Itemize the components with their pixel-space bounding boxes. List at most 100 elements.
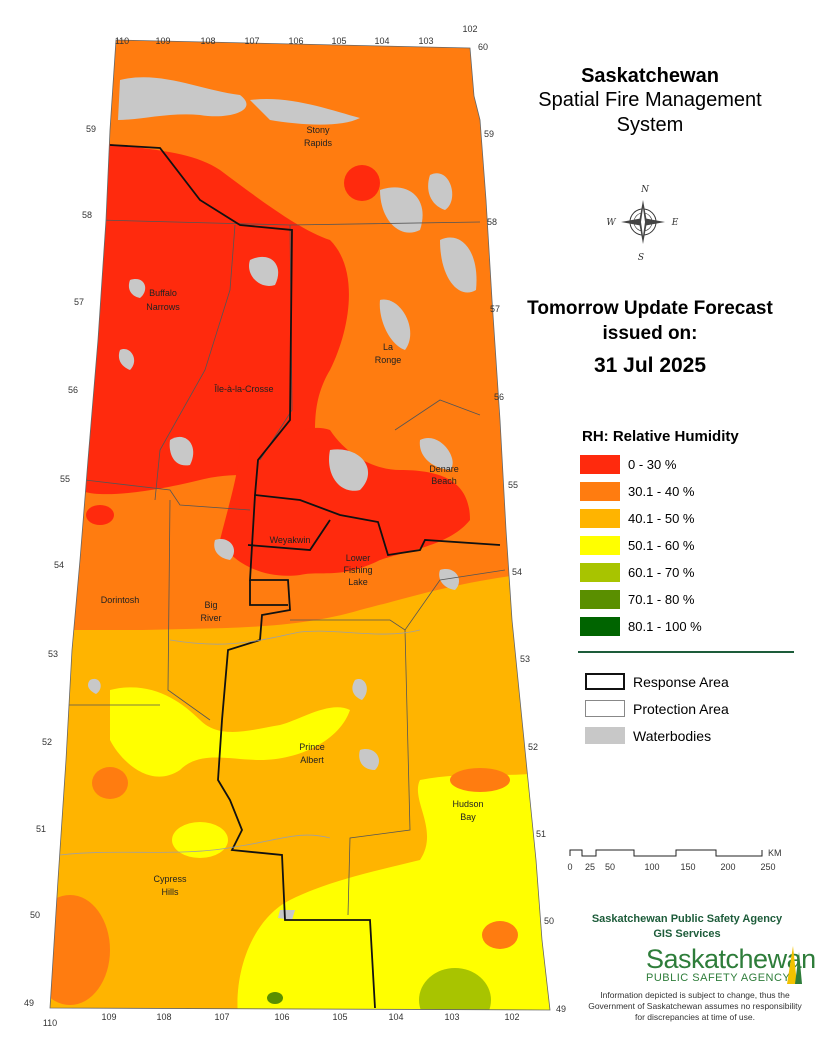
legend-swatch: [580, 536, 620, 555]
place-hudson-bay: Hudson Bay: [452, 799, 483, 822]
legend-class-2: 40.1 - 50 %: [580, 505, 800, 532]
lat-right-label: 58: [487, 217, 497, 227]
legend-swatch: [580, 590, 620, 609]
lat-left-label: 49: [24, 998, 34, 1008]
waterbodies: [88, 77, 477, 920]
scale-tick-label: 50: [605, 862, 615, 872]
lat-left-label: 59: [86, 124, 96, 134]
place-lower-fishing-lake: Lower Fishing Lake: [343, 553, 372, 587]
scale-tick-label: 0: [567, 862, 572, 872]
logo-subtitle: PUBLIC SAFETY AGENCY: [646, 972, 791, 984]
scale-unit: KM: [768, 848, 782, 858]
scale-bar: KM 0 25 50 100 150 200 250: [567, 848, 782, 872]
legend-class-3: 50.1 - 60 %: [580, 532, 800, 559]
rh-zone-0-30-central: [220, 427, 470, 576]
place-la-ronge: La Ronge: [375, 342, 402, 365]
place-denare-beach: Denare Beach: [429, 464, 459, 486]
legend-swatch: [580, 455, 620, 474]
rh-zone-30-40-southwest: [50, 895, 110, 1005]
compass-west-label: W: [606, 218, 616, 228]
legend-label: 30.1 - 40 %: [628, 484, 695, 499]
lat-left-label: 55: [60, 474, 70, 484]
place-cypress-hills: Cypress Hills: [153, 874, 187, 897]
legend-class-6: 80.1 - 100 %: [580, 613, 800, 640]
lon-top-label: 108: [200, 36, 215, 46]
lat-left-label: 53: [48, 649, 58, 659]
lat-right-label: 51: [536, 829, 546, 839]
scale-tick-label: 200: [720, 862, 735, 872]
place-prince-albert: Prince Albert: [299, 742, 325, 765]
legend-label: 60.1 - 70 %: [628, 565, 695, 580]
lat-right-label: 53: [520, 654, 530, 664]
lon-bottom-label: 104: [388, 1012, 403, 1022]
agency-unit: GIS Services: [653, 928, 721, 940]
lon-bottom-label: 107: [214, 1012, 229, 1022]
lat-right-label: 54: [512, 567, 522, 577]
lon-top-label: 106: [288, 36, 303, 46]
title-line-2: Spatial Fire Management: [538, 89, 762, 111]
legend-protection-area: Protection Area: [585, 695, 729, 722]
agency-name: Saskatchewan Public Safety Agency: [591, 913, 783, 925]
lon-bottom-label: 106: [274, 1012, 289, 1022]
lat-right-label: 56: [494, 392, 504, 402]
legend-label: 70.1 - 80 %: [628, 592, 695, 607]
lat-right-label: 52: [528, 742, 538, 752]
latitude-labels-left: 59 58 57 56 55 54 53 52 51 50 49: [24, 124, 96, 1008]
logo-wordmark: Saskatchewan: [646, 944, 816, 974]
legend-class-0: 0 - 30 %: [580, 451, 800, 478]
wheat-icon: [787, 946, 802, 984]
protection-area-swatch: [585, 700, 625, 717]
compass-rose-icon: N S E W: [606, 185, 678, 263]
lat-right-label: 59: [484, 129, 494, 139]
spsa-logo: Saskatchewan PUBLIC SAFETY AGENCY: [640, 944, 816, 988]
scale-tick-label: 25: [585, 862, 595, 872]
scale-tick-label: 100: [644, 862, 659, 872]
legend-class-4: 60.1 - 70 %: [580, 559, 800, 586]
rh-zone-30-40-island: [92, 767, 128, 799]
compass-north-label: N: [640, 185, 650, 195]
lat-left-label: 57: [74, 297, 84, 307]
place-big-river: Big River: [200, 600, 221, 623]
lon-bottom-label: 105: [332, 1012, 347, 1022]
legend-waterbodies: Waterbodies: [585, 722, 729, 749]
legend-response-area: Response Area: [585, 668, 729, 695]
place-labels: Stony Rapids Buffalo Narrows La Ronge Île-à…: [101, 125, 484, 897]
lon-bottom-label: 103: [444, 1012, 459, 1022]
place-buffalo-narrows: Buffalo Narrows: [146, 288, 180, 312]
lon-bottom-label: 110: [43, 1018, 57, 1028]
lat-left-label: 54: [54, 560, 64, 570]
lon-top-label: 110: [115, 36, 129, 46]
place-ile-a-la-crosse: Île-à-la-Crosse: [213, 384, 273, 394]
compass-east-label: E: [671, 218, 679, 228]
lon-top-label: 105: [331, 36, 346, 46]
title-line-3: System: [616, 114, 684, 136]
legend-label: 50.1 - 60 %: [628, 538, 695, 553]
lon-top-label: 103: [418, 36, 433, 46]
legend-label: 40.1 - 50 %: [628, 511, 695, 526]
legend-swatch: [580, 617, 620, 636]
rivers: [59, 629, 421, 856]
response-area-swatch: [585, 673, 625, 690]
rh-zone-50-60-central: [110, 687, 350, 777]
lon-top-label: 104: [374, 36, 389, 46]
legend-class-1: 30.1 - 40 %: [580, 478, 800, 505]
place-dorintosh: Dorintosh: [101, 595, 140, 605]
response-area-boundaries: [109, 144, 501, 1009]
waterbodies-swatch: [585, 727, 625, 744]
map-title: Saskatchewan Spatial Fire Management Sys…: [490, 64, 810, 138]
title-line-1: Saskatchewan: [581, 65, 719, 87]
rh-zone-0-30-spot-2: [86, 505, 114, 525]
legend-swatch: [580, 509, 620, 528]
scale-tick-label: 150: [680, 862, 695, 872]
lat-right-label: 55: [508, 480, 518, 490]
scale-tick-label: 250: [760, 862, 775, 872]
lon-top-label: 107: [244, 36, 259, 46]
legend-class-5: 70.1 - 80 %: [580, 586, 800, 613]
lon-bottom-label: 109: [101, 1012, 116, 1022]
lat-right-label: 49: [556, 1004, 566, 1014]
lat-left-label: 52: [42, 737, 52, 747]
disclaimer: Information depicted is subject to chang…: [588, 990, 802, 1022]
rh-legend: RH: Relative Humidity 0 - 30 % 30.1 - 40 …: [580, 428, 800, 640]
longitude-labels-bottom: 110 109 108 107 106 105 104 103 102: [43, 1012, 520, 1028]
